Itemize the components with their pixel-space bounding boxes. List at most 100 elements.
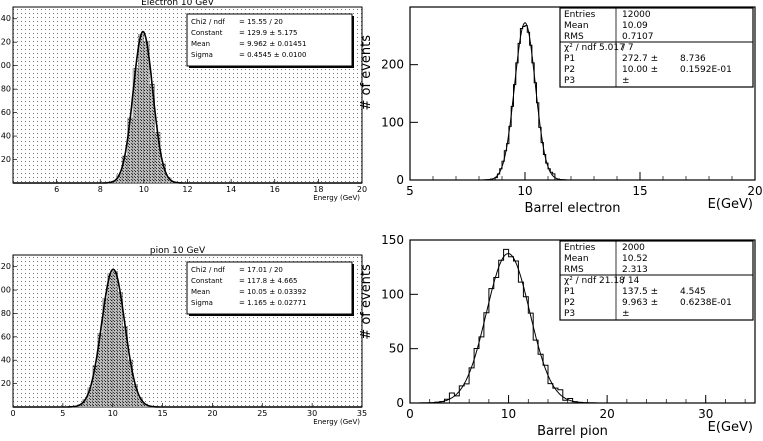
histogram-bar — [107, 273, 113, 408]
stats-box — [559, 7, 754, 88]
stat-label: Sigma — [191, 299, 213, 307]
y-tick-label: 50 — [389, 342, 404, 356]
stat-value: = 10.05 ± 0.03392 — [239, 288, 306, 296]
x-axis-label: Energy (GeV) — [313, 194, 360, 202]
stat-label: Mean — [191, 288, 210, 296]
x-tick-label: 6 — [54, 185, 59, 194]
stat-label: P1 — [564, 287, 575, 297]
fit-curve — [410, 22, 755, 181]
stat-label: Constant — [191, 29, 223, 37]
fit-curve — [410, 253, 755, 404]
y-tick-label: 120 — [0, 262, 11, 271]
y-tick-label: 60 — [1, 332, 11, 341]
stat-label: χ² / ndf 21.18 — [564, 276, 625, 286]
y-tick-label: 0 — [396, 173, 404, 187]
stat-value: 272.7 ± — [622, 54, 658, 64]
x-tick-label: 5 — [406, 184, 414, 198]
stat-value: = 129.9 ± 5.175 — [239, 29, 298, 37]
x-tick-label: 10 — [108, 409, 118, 418]
y-tick-label: 150 — [381, 233, 404, 247]
x-tick-label: 35 — [357, 409, 367, 418]
stats-box — [559, 240, 754, 321]
y-tick-label: 20 — [1, 155, 11, 164]
stats-box-shadow — [189, 66, 354, 68]
x-tick-label: 8 — [98, 185, 103, 194]
stats-box-shadow — [352, 16, 354, 68]
histogram-bar — [154, 132, 161, 184]
stats-box — [186, 261, 353, 315]
x-tick-label: 30 — [698, 407, 713, 421]
x-axis-label: E(GeV) — [708, 197, 753, 212]
histogram-bar — [138, 34, 145, 184]
y-tick-label: 100 — [381, 115, 404, 129]
stat-label: P2 — [564, 65, 575, 75]
stat-label: Constant — [191, 277, 223, 285]
stat-value: 2000 — [622, 243, 645, 253]
x-tick-label: 25 — [257, 409, 267, 418]
y-tick-label: 100 — [0, 286, 11, 295]
stat-value: 12000 — [622, 10, 651, 20]
x-tick-label: 0 — [406, 407, 414, 421]
stat-label: Mean — [191, 40, 210, 48]
stat-value: ± — [622, 309, 630, 319]
stat-label: RMS — [564, 265, 584, 275]
histogram-bar — [112, 271, 118, 408]
stat-label: Mean — [564, 254, 589, 264]
x-tick-label: 10 — [139, 185, 149, 194]
y-tick-label: 140 — [0, 14, 11, 23]
stat-value: 10.52 — [622, 254, 648, 264]
stat-label: P1 — [564, 54, 575, 64]
x-tick-label: 10 — [501, 407, 516, 421]
stat-value: / 7 — [622, 43, 634, 53]
stat-value: 10.00 ± — [622, 65, 658, 75]
x-tick-label: 20 — [357, 185, 367, 194]
stat-label: χ² / ndf 5.017 — [564, 43, 625, 53]
x-tick-label: 14 — [226, 185, 236, 194]
stat-label: Entries — [564, 243, 596, 253]
x-tick-label: 10 — [517, 184, 532, 198]
y-tick-label: 120 — [0, 38, 11, 47]
stat-error: 0.6238E-01 — [680, 298, 732, 308]
stat-value: 137.5 ± — [622, 287, 658, 297]
stat-label: P3 — [564, 309, 575, 319]
stat-value: = 17.01 / 20 — [239, 266, 283, 274]
y-tick-label: 80 — [1, 309, 11, 318]
fit-curve — [13, 268, 362, 408]
y-tick-label: 40 — [1, 356, 11, 365]
histogram-bar — [117, 292, 123, 408]
stat-value: 9.963 ± — [622, 298, 658, 308]
chart-title: pion 10 GeV — [150, 246, 206, 256]
stat-value: = 15.55 / 20 — [239, 18, 283, 26]
x-tick-label: 30 — [307, 409, 317, 418]
y-tick-label: 100 — [381, 287, 404, 301]
stat-label: Mean — [564, 21, 589, 31]
stat-value: 2.313 — [622, 265, 648, 275]
x-tick-label: 20 — [600, 407, 615, 421]
x-tick-label: 16 — [270, 185, 280, 194]
y-tick-label: 100 — [0, 61, 11, 70]
stat-error: 0.1592E-01 — [680, 65, 732, 75]
stat-value: 10.09 — [622, 21, 648, 31]
y-tick-label: 60 — [1, 108, 11, 117]
x-axis-label: E(GeV) — [708, 420, 753, 435]
x-tick-label: 5 — [60, 409, 65, 418]
stat-label: RMS — [564, 32, 584, 42]
x-tick-label: 0 — [10, 409, 15, 418]
stats-box-shadow — [352, 264, 354, 316]
stats-box-shadow — [189, 314, 354, 316]
x-axis-label: Energy (GeV) — [313, 418, 360, 426]
x-axis-sublabel: Barrel electron — [525, 201, 621, 216]
y-axis-label: # of events — [359, 35, 374, 111]
stat-error: 8.736 — [680, 54, 706, 64]
x-tick-label: 12 — [182, 185, 192, 194]
x-tick-label: 18 — [313, 185, 323, 194]
stat-value: = 9.962 ± 0.01451 — [239, 40, 306, 48]
x-tick-label: 15 — [632, 184, 647, 198]
histogram-bar — [143, 41, 150, 184]
stat-label: P3 — [564, 76, 575, 86]
stat-label: Sigma — [191, 51, 213, 59]
stat-error: 4.545 — [680, 287, 706, 297]
stat-label: Entries — [564, 10, 596, 20]
stat-value: = 117.8 ± 4.665 — [239, 277, 298, 285]
